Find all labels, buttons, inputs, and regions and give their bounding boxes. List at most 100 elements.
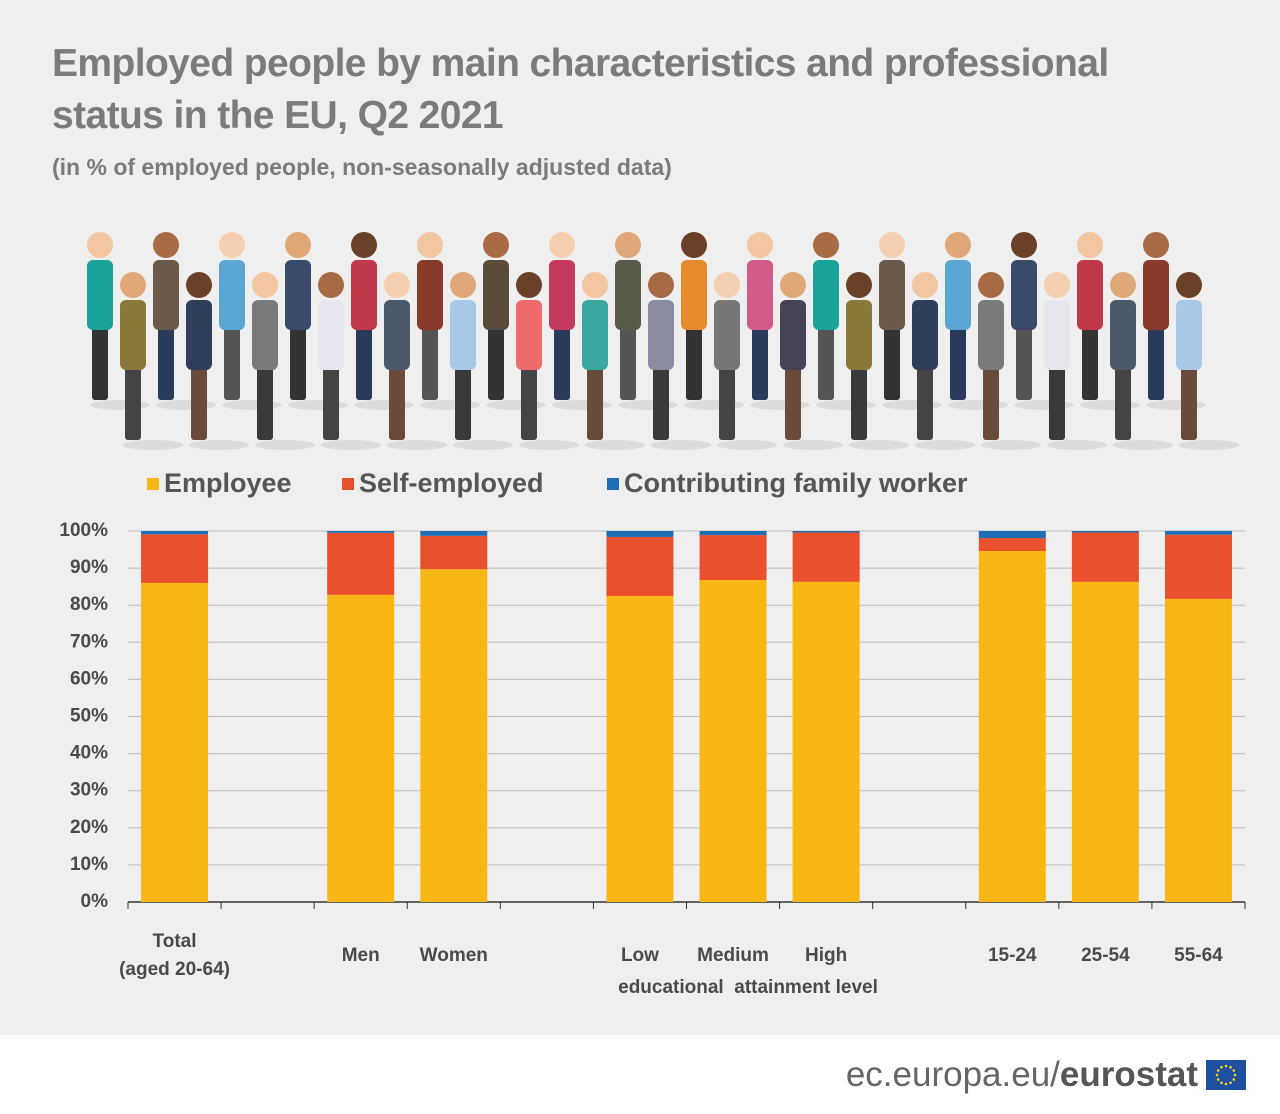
bar-segment (141, 531, 209, 535)
person-legs (917, 365, 933, 440)
bar-segment (978, 531, 1046, 539)
y-tick-label: 10% (70, 854, 108, 875)
footer-site: ec.europa.eu/ (845, 1055, 1060, 1094)
person-head (1143, 232, 1169, 258)
person-head (417, 232, 443, 258)
legend-swatch (147, 478, 159, 490)
person-body (516, 300, 542, 370)
person-body (186, 300, 212, 370)
bar-segment (327, 531, 395, 533)
person-legs (356, 325, 372, 400)
person-head (87, 232, 113, 258)
person-body (681, 260, 707, 330)
person-body (780, 300, 806, 370)
bar-segment (978, 538, 1046, 552)
person-legs (851, 365, 867, 440)
x-tick-label: Men (341, 945, 380, 966)
person-legs (950, 325, 966, 400)
person-legs (1016, 325, 1032, 400)
legend-label: Self-employed (359, 468, 544, 498)
person-shadow (255, 440, 315, 450)
person-figure (1077, 232, 1140, 410)
y-tick-label: 70% (70, 631, 108, 652)
person-figure (978, 272, 1041, 450)
person-body (483, 260, 509, 330)
person-figure (846, 272, 909, 450)
person-legs (653, 365, 669, 440)
person-figure (252, 272, 315, 450)
person-legs (191, 365, 207, 440)
flag-star (1232, 1078, 1236, 1081)
person-legs (884, 325, 900, 400)
person-figure (153, 232, 216, 410)
person-figure (1176, 272, 1239, 450)
person-shadow (915, 440, 975, 450)
chart-subtitle: (in % of employed people, non-seasonally… (52, 154, 672, 180)
flag-star (1232, 1069, 1236, 1072)
person-head (912, 272, 938, 298)
annotation: educational attainment level (618, 977, 878, 998)
person-legs (323, 365, 339, 440)
person-legs (224, 325, 240, 400)
bar-segment (606, 531, 674, 537)
person-head (153, 232, 179, 258)
flag-star (1216, 1069, 1220, 1072)
x-tick-label: Total (aged 20-64) (119, 931, 230, 980)
bar-segment (420, 535, 488, 570)
person-body (945, 260, 971, 330)
person-head (1011, 232, 1037, 258)
flag-star (1224, 1064, 1228, 1068)
person-body (1143, 260, 1169, 330)
eu-flag (1206, 1060, 1246, 1090)
person-body (285, 260, 311, 330)
person-legs (719, 365, 735, 440)
bar-segment (1071, 532, 1139, 582)
x-tick-label: High (805, 945, 848, 966)
x-tick-label: Medium (697, 945, 769, 966)
person-head (483, 232, 509, 258)
person-shadow (387, 440, 447, 450)
bar-segment (420, 531, 488, 536)
person-shadow (123, 440, 183, 450)
y-tick-label: 20% (70, 817, 108, 838)
bar-segment (978, 551, 1046, 902)
person-legs (983, 365, 999, 440)
person-figure (681, 232, 744, 410)
person-shadow (585, 440, 645, 450)
footer: ec.europa.eu/eurostat (0, 1035, 1280, 1114)
bar-segment (141, 534, 209, 583)
person-body (879, 260, 905, 330)
person-figure (813, 232, 876, 410)
person-head (318, 272, 344, 298)
flag-star (1229, 1081, 1232, 1085)
person-legs (290, 325, 306, 400)
person-body (1176, 300, 1202, 370)
person-body (120, 300, 146, 370)
person-legs (1148, 325, 1164, 400)
person-shadow (717, 440, 777, 450)
person-legs (158, 325, 174, 400)
person-body (1011, 260, 1037, 330)
y-tick-label: 30% (70, 780, 108, 801)
person-figure (450, 272, 513, 450)
person-legs (785, 365, 801, 440)
person-figure (648, 272, 711, 450)
person-body (417, 260, 443, 330)
person-body (714, 300, 740, 370)
person-body (450, 300, 476, 370)
legend-swatch (607, 478, 619, 490)
y-tick-label: 80% (70, 594, 108, 615)
person-body (219, 260, 245, 330)
flag-star (1224, 1082, 1228, 1086)
person-head (582, 272, 608, 298)
bar-segment (792, 581, 860, 902)
chart-title: Employed people by main characteristics … (52, 42, 1109, 137)
person-body (846, 300, 872, 370)
person-figure (318, 272, 381, 450)
person-body (1044, 300, 1070, 370)
bar-segment (699, 531, 767, 536)
person-legs (422, 325, 438, 400)
person-shadow (453, 440, 513, 450)
y-tick-label: 100% (59, 520, 108, 541)
person-legs (488, 325, 504, 400)
